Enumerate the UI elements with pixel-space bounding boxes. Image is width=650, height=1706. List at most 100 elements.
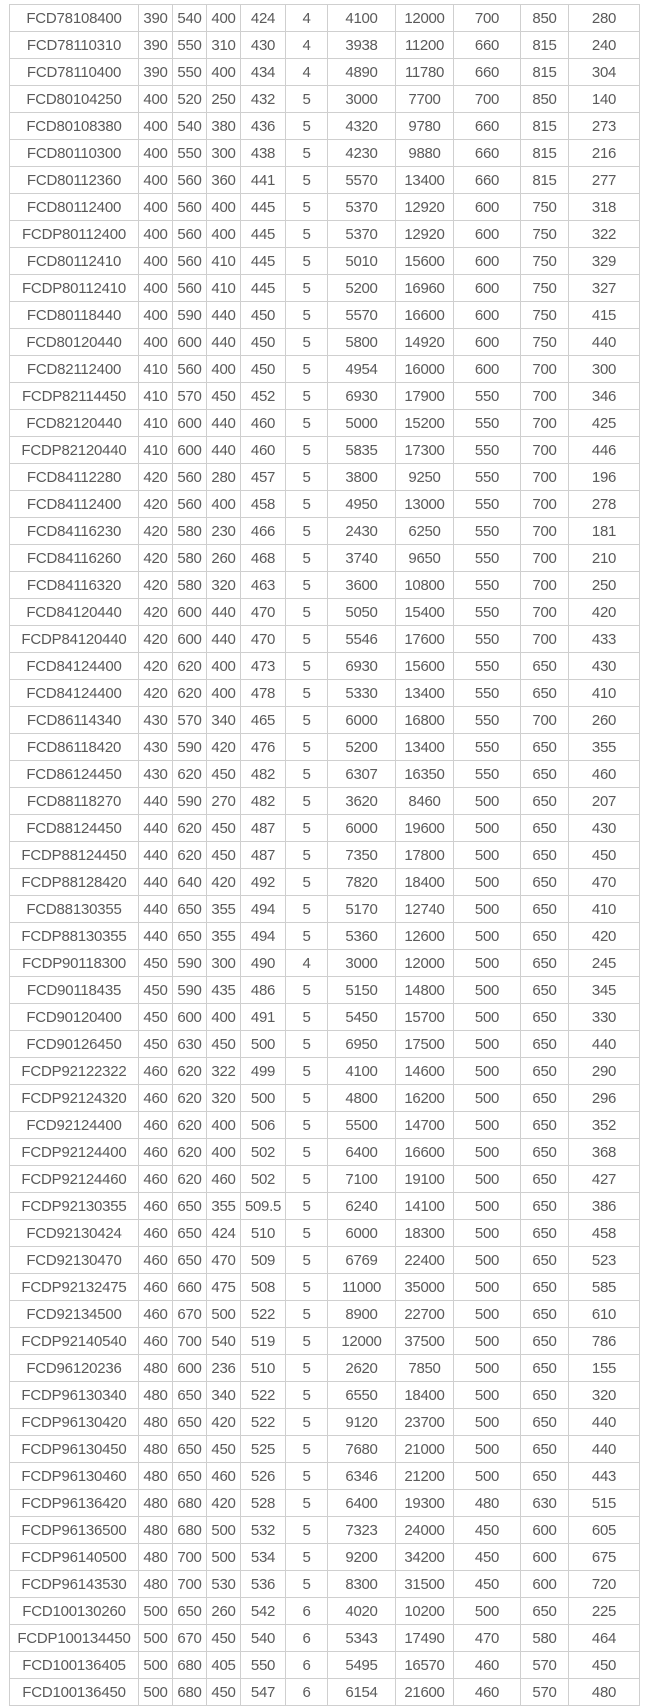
speed-grease-cell: 500 (453, 1138, 521, 1166)
dynamic-load-cell: 9200 (327, 1543, 396, 1571)
weight-cell: 250 (568, 571, 640, 599)
speed-grease-cell: 500 (453, 1111, 521, 1139)
speed-grease-cell: 500 (453, 1219, 521, 1247)
static-load-cell: 14600 (395, 1057, 454, 1085)
dynamic-load-cell: 3938 (327, 31, 396, 59)
dimension-cell: 460 (240, 409, 286, 437)
speed-grease-cell: 550 (453, 652, 521, 680)
d-cell: 400 (138, 139, 173, 167)
rating-cell: 5 (285, 922, 328, 950)
rating-cell: 5 (285, 1543, 328, 1571)
B-cell: 400 (206, 1003, 241, 1031)
dynamic-load-cell: 5200 (327, 274, 396, 302)
model-cell: FCD80118440 (9, 301, 139, 329)
speed-oil-cell: 700 (520, 490, 569, 518)
model-cell: FCDP82120440 (9, 436, 139, 464)
model-cell: FCDP96130340 (9, 1381, 139, 1409)
d-cell: 390 (138, 58, 173, 86)
static-load-cell: 37500 (395, 1327, 454, 1355)
B-cell: 450 (206, 814, 241, 842)
D-cell: 600 (172, 328, 207, 356)
rating-cell: 5 (285, 787, 328, 815)
d-cell: 430 (138, 733, 173, 761)
speed-grease-cell: 550 (453, 517, 521, 545)
B-cell: 230 (206, 517, 241, 545)
table-row: FCDP96130460 480 650 460 526 5 6346 21200 500 650… (9, 1462, 640, 1490)
d-cell: 480 (138, 1570, 173, 1598)
speed-grease-cell: 500 (453, 1327, 521, 1355)
D-cell: 560 (172, 463, 207, 491)
model-cell: FCD78110400 (9, 58, 139, 86)
weight-cell: 368 (568, 1138, 640, 1166)
rating-cell: 6 (285, 1651, 328, 1679)
model-cell: FCD100136405 (9, 1651, 139, 1679)
dynamic-load-cell: 5546 (327, 625, 396, 653)
dynamic-load-cell: 6550 (327, 1381, 396, 1409)
model-cell: FCD84116260 (9, 544, 139, 572)
bearing-spec-table: FCD78108400 390 540 400 424 4 4100 12000 700 850 2… (9, 4, 640, 1706)
dimension-cell: 510 (240, 1219, 286, 1247)
B-cell: 440 (206, 301, 241, 329)
dimension-cell: 441 (240, 166, 286, 194)
dynamic-load-cell: 6400 (327, 1138, 396, 1166)
B-cell: 500 (206, 1516, 241, 1544)
dynamic-load-cell: 6000 (327, 706, 396, 734)
d-cell: 420 (138, 679, 173, 707)
D-cell: 650 (172, 895, 207, 923)
model-cell: FCD88124450 (9, 814, 139, 842)
B-cell: 280 (206, 463, 241, 491)
weight-cell: 440 (568, 328, 640, 356)
dimension-cell: 502 (240, 1165, 286, 1193)
speed-oil-cell: 650 (520, 868, 569, 896)
d-cell: 400 (138, 193, 173, 221)
B-cell: 440 (206, 436, 241, 464)
rating-cell: 5 (285, 760, 328, 788)
speed-grease-cell: 450 (453, 1516, 521, 1544)
static-load-cell: 15600 (395, 247, 454, 275)
speed-grease-cell: 550 (453, 490, 521, 518)
model-cell: FCD78108400 (9, 4, 139, 32)
weight-cell: 260 (568, 706, 640, 734)
speed-oil-cell: 850 (520, 4, 569, 32)
D-cell: 550 (172, 31, 207, 59)
rating-cell: 5 (285, 139, 328, 167)
dynamic-load-cell: 5000 (327, 409, 396, 437)
table-row: FCDP96140500 480 700 500 534 5 9200 34200 450 600… (9, 1543, 640, 1571)
weight-cell: 450 (568, 841, 640, 869)
model-cell: FCD100136450 (9, 1678, 139, 1706)
speed-grease-cell: 550 (453, 706, 521, 734)
rating-cell: 5 (285, 1408, 328, 1436)
rating-cell: 5 (285, 625, 328, 653)
rating-cell: 5 (285, 409, 328, 437)
speed-grease-cell: 500 (453, 1408, 521, 1436)
dimension-cell: 450 (240, 355, 286, 383)
model-cell: FCDP96130450 (9, 1435, 139, 1463)
rating-cell: 4 (285, 4, 328, 32)
model-cell: FCD92130424 (9, 1219, 139, 1247)
B-cell: 400 (206, 652, 241, 680)
static-load-cell: 19300 (395, 1489, 454, 1517)
weight-cell: 155 (568, 1354, 640, 1382)
table-row: FCD86124450 430 620 450 482 5 6307 16350 550 650 4… (9, 760, 640, 788)
model-cell: FCD80110300 (9, 139, 139, 167)
speed-grease-cell: 660 (453, 166, 521, 194)
speed-grease-cell: 600 (453, 328, 521, 356)
model-cell: FCD80112400 (9, 193, 139, 221)
table-row: FCD78110400 390 550 400 434 4 4890 11780 660 815 3… (9, 58, 640, 86)
dimension-cell: 522 (240, 1381, 286, 1409)
dynamic-load-cell: 3600 (327, 571, 396, 599)
static-load-cell: 16800 (395, 706, 454, 734)
weight-cell: 273 (568, 112, 640, 140)
D-cell: 680 (172, 1489, 207, 1517)
D-cell: 560 (172, 247, 207, 275)
model-cell: FCD90120400 (9, 1003, 139, 1031)
B-cell: 500 (206, 1543, 241, 1571)
dimension-cell: 465 (240, 706, 286, 734)
dimension-cell: 492 (240, 868, 286, 896)
dimension-cell: 519 (240, 1327, 286, 1355)
table-row: FCD84112400 420 560 400 458 5 4950 13000 550 700 2… (9, 490, 640, 518)
model-cell: FCD96120236 (9, 1354, 139, 1382)
model-cell: FCDP80112400 (9, 220, 139, 248)
rating-cell: 5 (285, 706, 328, 734)
D-cell: 650 (172, 1408, 207, 1436)
